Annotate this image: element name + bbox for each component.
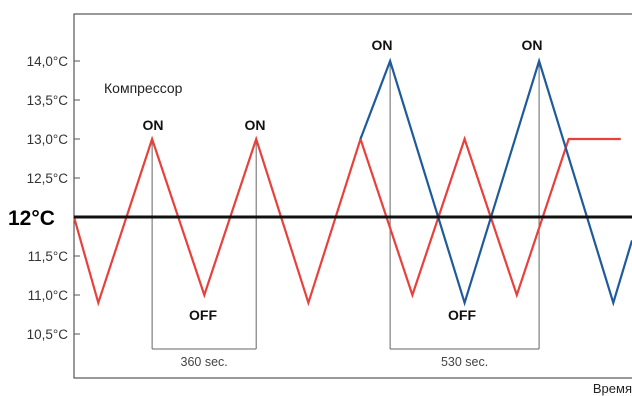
interval-markers: 360 sec. 530 sec.	[151, 61, 540, 369]
on-label-3: ON	[372, 37, 393, 53]
series-lines	[72, 57, 632, 307]
y-tick-label: 12,5°C	[27, 171, 69, 186]
y-tick-label: 14,0°C	[27, 54, 69, 69]
interval-label: 530 sec.	[441, 355, 488, 369]
interval-label: 360 sec.	[181, 355, 228, 369]
y-axis-ticks: 14,0°C 13,5°C 13,0°C 12,5°C 11,5°C 11,0°C 10,5…	[27, 54, 80, 342]
y-tick-label: 13,5°C	[27, 93, 69, 108]
y-tick-label: 11,5°C	[28, 249, 69, 264]
compressor-label: Компрессор	[104, 80, 183, 96]
setpoint-label: 12°C	[8, 207, 55, 230]
series-line-blue	[359, 57, 632, 307]
y-tick-label: 11,0°C	[28, 288, 69, 303]
plot-frame	[73, 13, 632, 379]
y-tick-label: 13,0°C	[27, 132, 69, 147]
off-label-1: OFF	[189, 307, 217, 323]
y-tick-label: 10,5°C	[27, 327, 69, 342]
off-label-2: OFF	[448, 307, 476, 323]
on-label-2: ON	[245, 117, 266, 133]
x-axis-label: Время	[593, 381, 632, 396]
on-label-1: ON	[143, 117, 164, 133]
series-line-red	[72, 135, 621, 307]
on-label-4: ON	[522, 37, 543, 53]
